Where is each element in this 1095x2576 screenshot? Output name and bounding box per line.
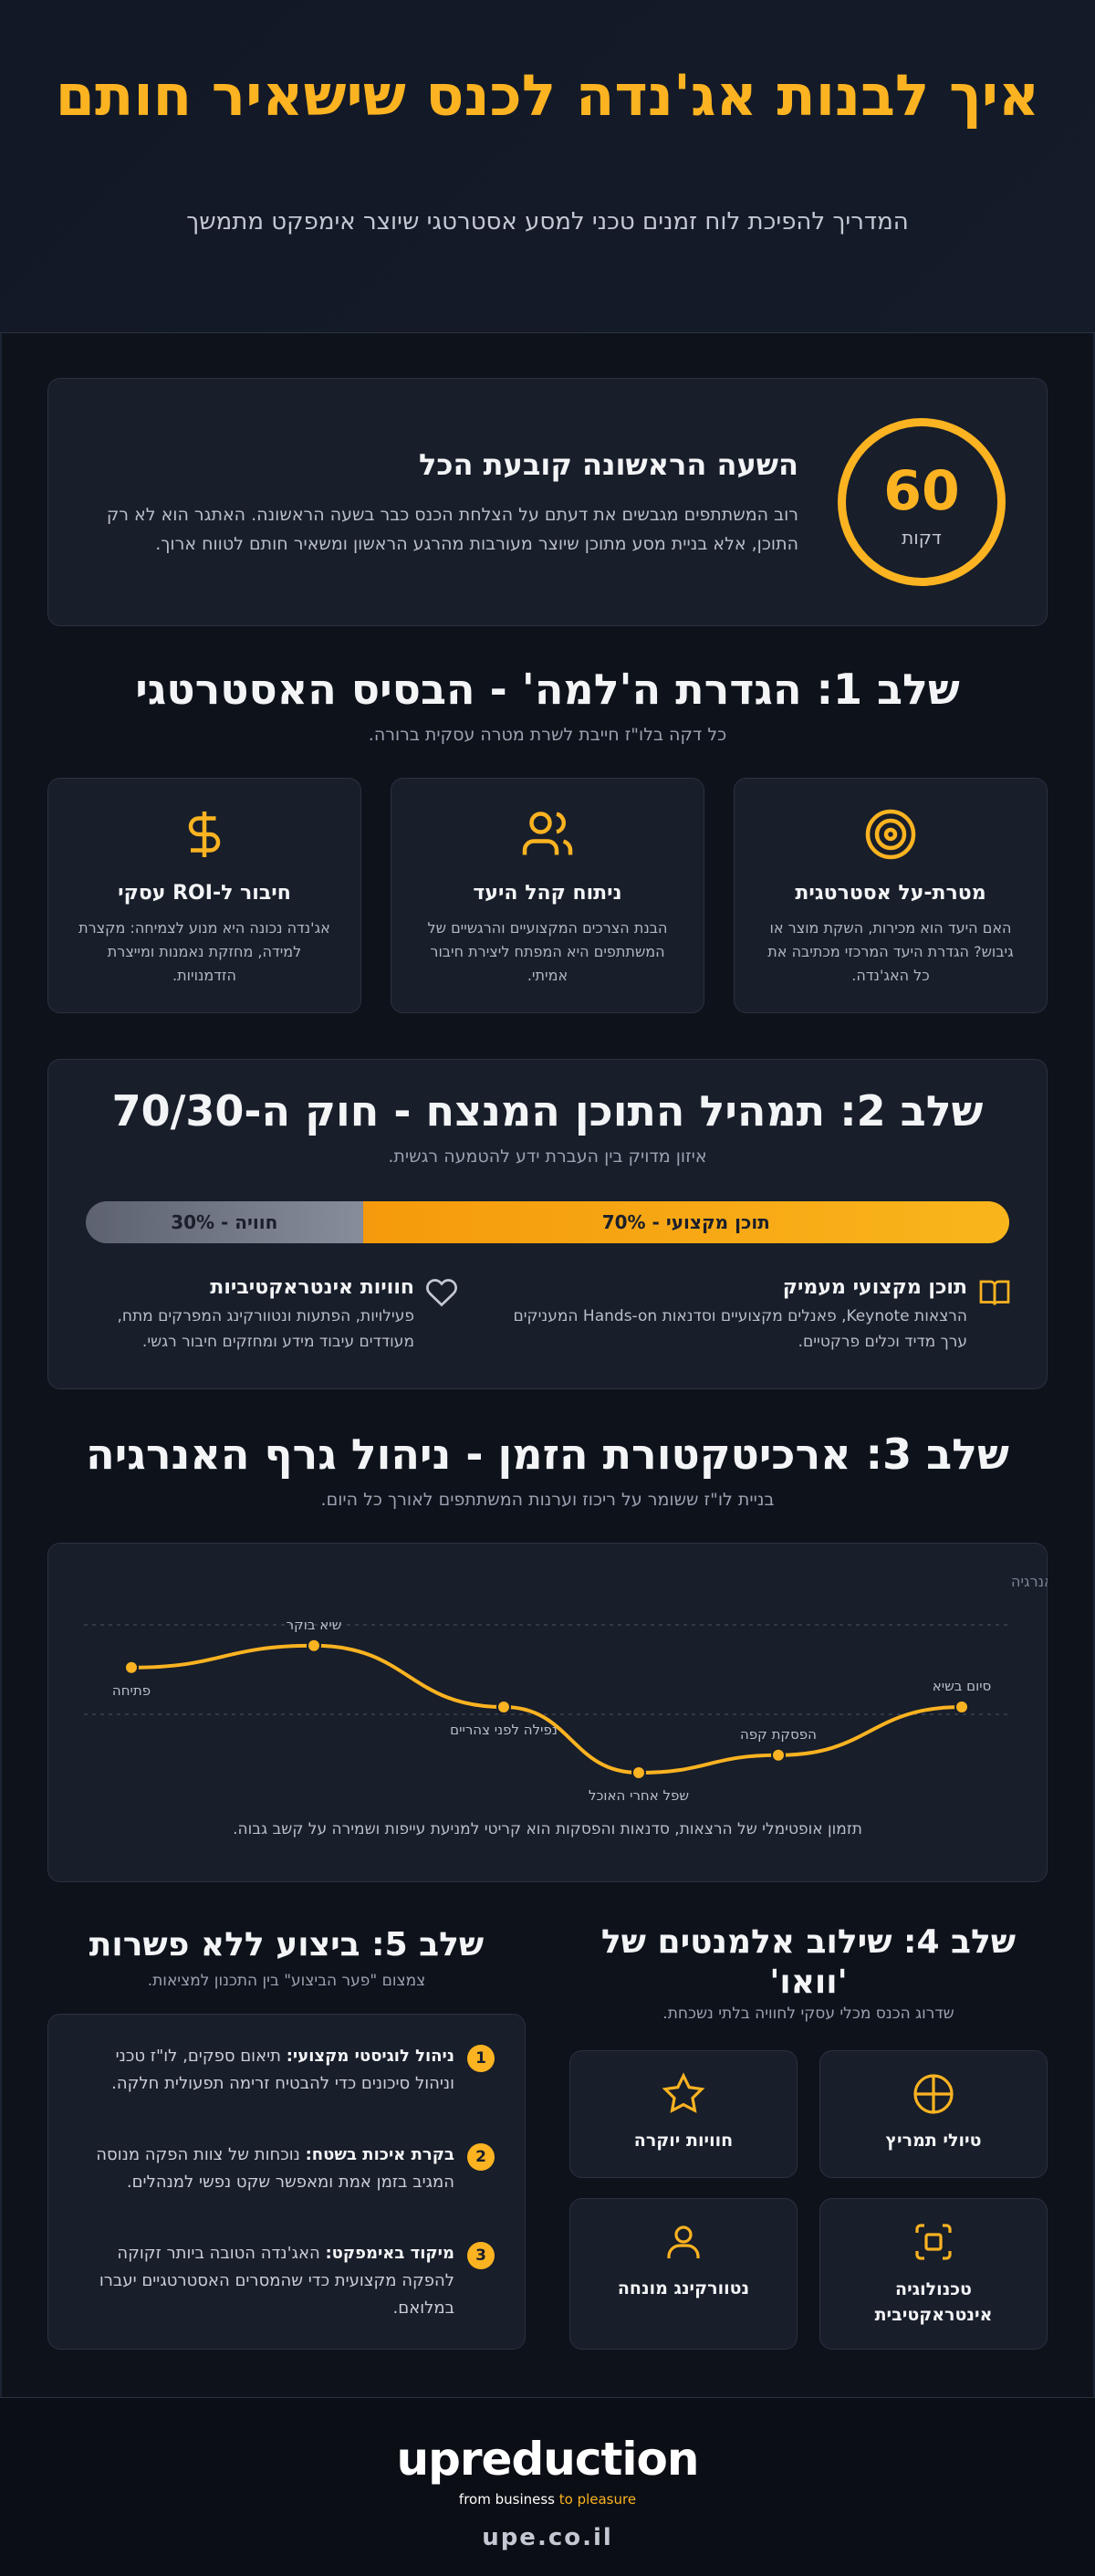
step3-title: שלב 3: ארכיטקטורת הזמן - ניהול גרף האנרג… — [86, 1429, 1009, 1479]
sixty-minutes-ring: 60 דקות — [838, 418, 1006, 586]
step4-tile-luxury — [569, 2050, 798, 2178]
step2-experience-title: חוויות אינטראקטיביות — [210, 1276, 414, 1299]
step5-item-1-text: תיאום ספקים, לו"ז טכני וניהול סיכונים כד… — [111, 2047, 454, 2093]
step1-title: שלב 1: הגדרת ה'למה' - הבסיס האסטרטגי — [135, 665, 960, 714]
page-title: איך לבנות אג'נדה לכנס שישאיר חותם — [55, 62, 1040, 129]
star-icon — [662, 2072, 705, 2113]
step4-tile-incentive-label: טיולי תמריץ — [885, 2131, 982, 2151]
heart-icon — [426, 1279, 457, 1307]
scan-icon — [915, 2224, 952, 2260]
energy-point — [124, 1660, 139, 1675]
energy-point-label: הפסקת קפה — [740, 1726, 817, 1743]
step5-num-1: 1 — [467, 2045, 495, 2072]
energy-point — [954, 1700, 969, 1714]
step1-card-audience-text: הבנת הצרכים המקצועיים והרגשיים של המשתתפ… — [427, 919, 668, 984]
step1-card-audience-title: ניתוח קהל היעד — [473, 882, 622, 905]
energy-point — [307, 1638, 321, 1653]
step1-card-goal — [734, 778, 1048, 1013]
step5-item-1-bold: ניהול לוגיסטי מקצועי: — [286, 2047, 454, 2066]
step5-subtitle: צמצום "פער הביצוע" בין התכנון למציאות. — [147, 1972, 426, 1990]
tagline-part-2: to pleasure — [558, 2491, 637, 2508]
step4-tile-luxury-label: חוויות יוקרה — [633, 2131, 734, 2151]
content-mix-bar: 30% - חוויה 70% - תוכן מקצועי — [86, 1201, 1009, 1243]
step5-item-3: מיקוד באימפקט: האג'נדה הטובה ביותר זקוקה… — [84, 2240, 454, 2322]
footer: upreduction from business to pleasure up… — [0, 2397, 1095, 2576]
minutes-unit: דקות — [902, 527, 942, 549]
content-segment: 70% - תוכן מקצועי — [362, 1201, 1009, 1243]
minutes-number: 60 — [883, 459, 960, 523]
step5-item-2-bold: בקרת איכות בשטח: — [305, 2145, 454, 2164]
dollar-icon — [188, 812, 221, 857]
energy-point-label: נפילה לפני צהריים — [450, 1722, 558, 1738]
energy-chart: רמת אנרגיה פתיחה שיא בוקר נפילה לפני צהריי… — [84, 1573, 1048, 1804]
energy-point — [496, 1700, 511, 1714]
step5-card — [47, 2014, 526, 2350]
brand-tagline: from business to pleasure — [274, 2491, 821, 2508]
energy-note: תזמון אופטימלי של הרצאות, סדנאות והפסקות… — [233, 1820, 862, 1838]
brand-logo: upreduction — [396, 2433, 700, 2486]
energy-point-label: שפל אחרי האוכל — [589, 1787, 689, 1804]
step4-tile-tech-label: טכנולוגיה אינטראקטיבית — [874, 2279, 993, 2325]
step3-subtitle: בניית לו"ז ששומר על ריכוז וערנות המשתתפי… — [320, 1490, 775, 1510]
step5-title: שלב 5: ביצוע ללא פשרות — [89, 1926, 485, 1963]
step2-title: שלב 2: תמהיל התוכן המנצח - חוק ה-70/30 — [111, 1086, 984, 1136]
step5-num-2: 2 — [467, 2143, 495, 2171]
person-icon — [667, 2225, 700, 2258]
step4-title: שלב 4: שילוב אלמנטים של 'וואו' — [600, 1923, 1017, 2001]
step1-card-goal-text: האם היעד הוא מכירות, השקת מוצר או גיבוש?… — [767, 919, 1014, 984]
step4-tile-network-label: נטוורקינג מונחה — [617, 2278, 750, 2299]
step2-content-title: תוכן מקצועי מעמיק — [782, 1276, 967, 1299]
energy-chart-card — [47, 1543, 1048, 1882]
step1-card-roi-title: חיבור ל-ROI עסקי — [118, 882, 291, 905]
energy-point-label: פתיחה — [112, 1682, 151, 1699]
step5-item-3-bold: מיקוד באימפקט: — [325, 2244, 454, 2263]
energy-axis-label: רמת אנרגיה — [1011, 1573, 1048, 1590]
energy-point — [771, 1747, 786, 1763]
step5-item-2: בקרת איכות בשטח: נוכחות של צוות הפקה מנו… — [84, 2141, 454, 2196]
book-icon — [979, 1280, 1010, 1305]
step4-subtitle: שדרוג הכנס מכלי עסקי לחוויה בלתי נשכחת. — [662, 2005, 954, 2023]
step4-tile-network — [569, 2198, 798, 2350]
step1-card-roi-text: אג'נדה נכונה היא מנוע לצמיחה: מקצרת למיד… — [78, 919, 330, 984]
energy-point-label: שיא בוקר — [287, 1617, 342, 1633]
step1-subtitle: כל דקה בלו"ז חייבת לשרת מטרה עסקית ברורה… — [368, 725, 727, 745]
step5-item-3-text: האג'נדה הטובה ביותר זקוקה להפקה מקצועית … — [99, 2244, 454, 2318]
step4-tile-tech — [819, 2198, 1048, 2350]
step2-content-text: הרצאות Keynote, פאנלים מקצועיים וסדנאות … — [513, 1307, 967, 1351]
step2-experience-text: פעילויות, הפתעות ונטוורקינג המפרקים מתח,… — [117, 1307, 414, 1351]
experience-segment: 30% - חוויה — [86, 1201, 363, 1243]
step5-item-2-text: נוכחות של צוות הפקה מנוסה המגיב בזמן אמת… — [96, 2145, 454, 2192]
step2-subtitle: איזון מדויק בין העברת ידע להטמעה רגשית. — [388, 1147, 707, 1167]
step1-card-goal-title: מטרת-על אסטרטגית — [795, 882, 986, 905]
energy-point — [631, 1765, 646, 1780]
users-icon — [522, 812, 573, 855]
energy-curve — [130, 1643, 963, 1775]
crosshair-icon — [913, 2074, 954, 2114]
first-hour-title: השעה הראשונה קובעת הכל — [419, 447, 798, 482]
page-subtitle: המדריך להפיכת לוח זמנים טכני למסע אסטרטג… — [186, 208, 909, 236]
first-hour-text: רוב המשתתפים מגבשים את דעתם על הצלחת הכנ… — [106, 505, 798, 554]
step4-tile-incentive — [819, 2050, 1048, 2178]
target-icon — [865, 809, 916, 860]
step5-num-3: 3 — [467, 2242, 495, 2269]
tagline-part-1: from business — [458, 2491, 559, 2508]
hero: איך לבנות אג'נדה לכנס שישאיר חותם המדריך… — [0, 0, 1095, 333]
energy-point-label: סיום בשיא — [933, 1678, 992, 1694]
footer-url[interactable]: upe.co.il — [482, 2524, 613, 2551]
step5-item-1: ניהול לוגיסטי מקצועי: תיאום ספקים, לו"ז … — [84, 2043, 454, 2098]
